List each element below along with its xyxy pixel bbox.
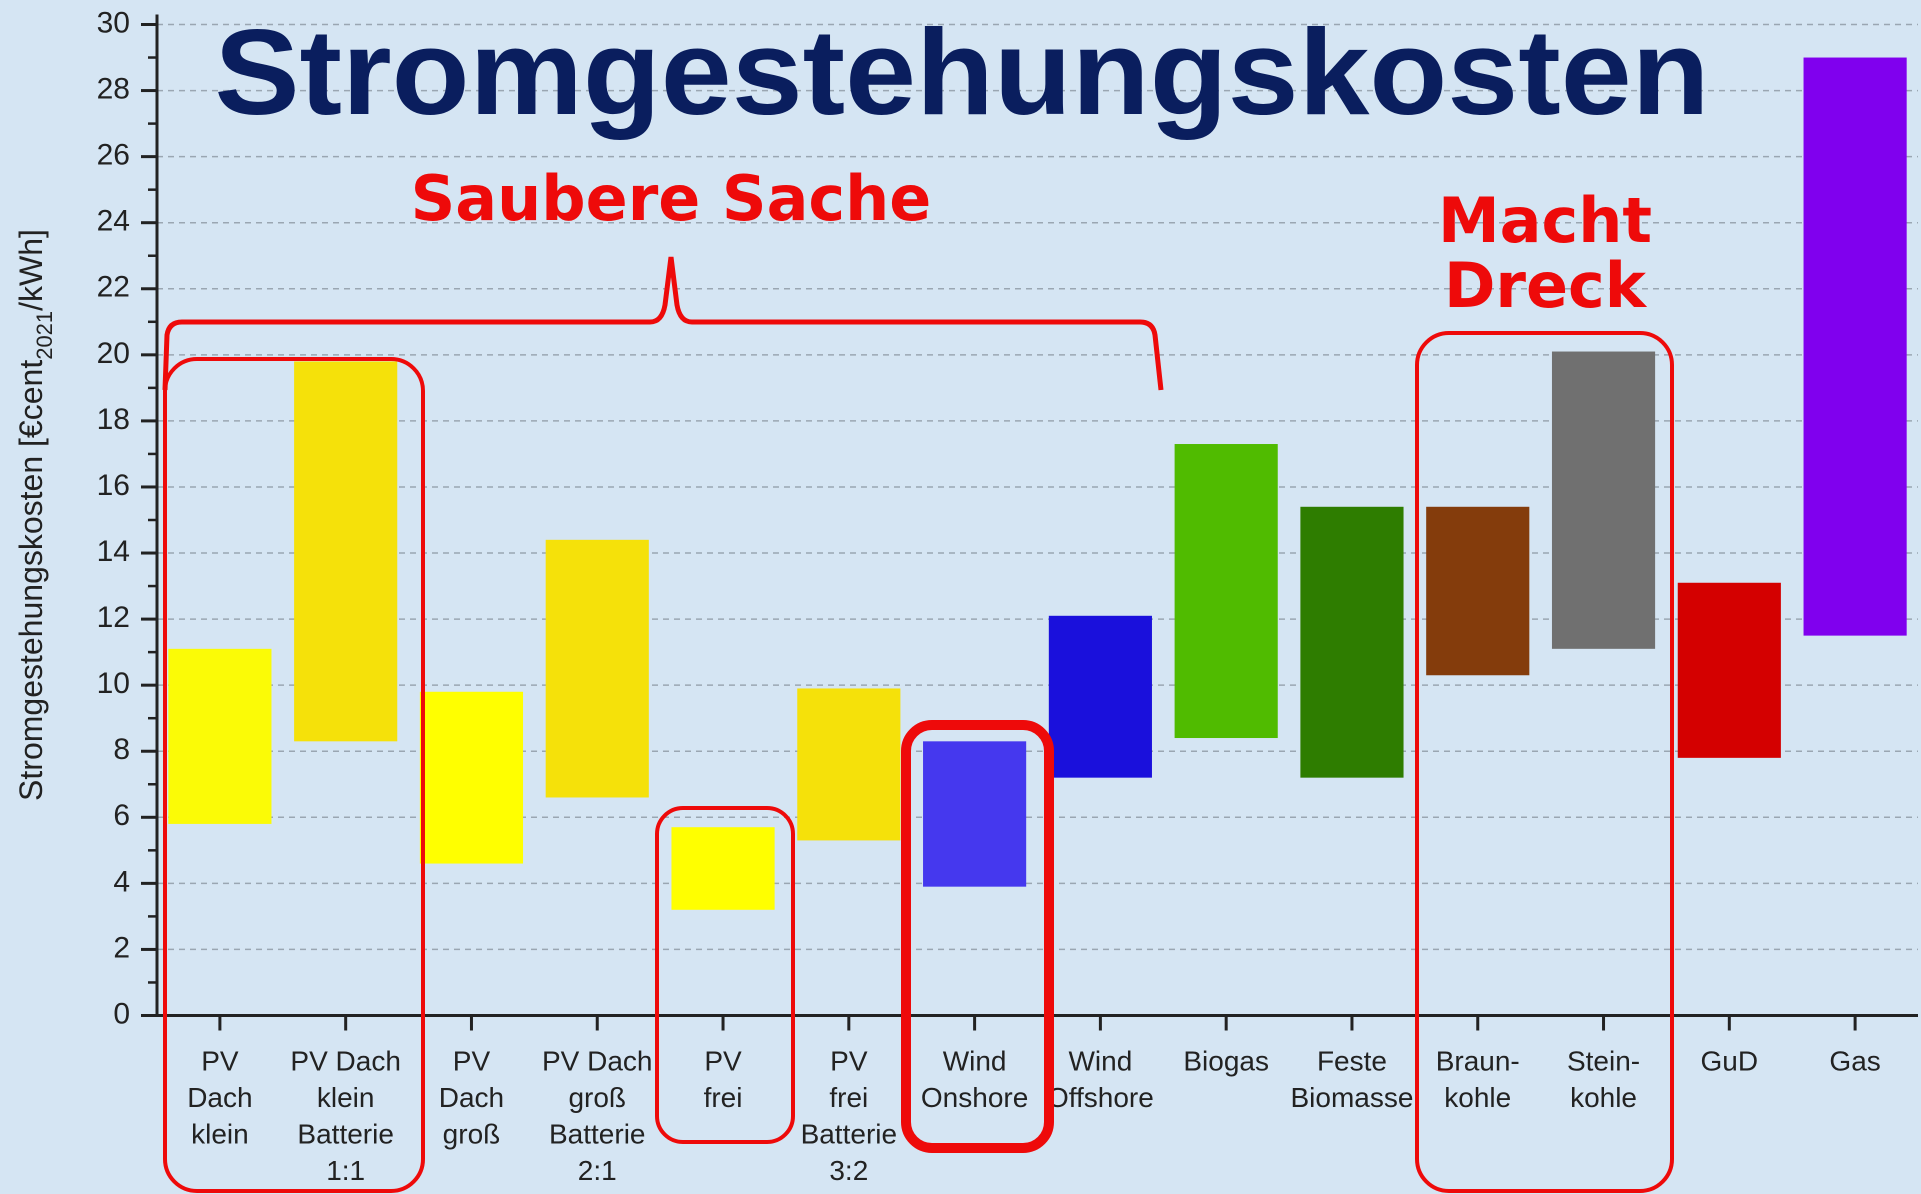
x-tick-label: Stein-	[1567, 1045, 1640, 1076]
bar	[797, 688, 901, 841]
y-tick-label: 8	[113, 733, 130, 766]
x-tick-label: groß	[443, 1118, 501, 1149]
x-tick-label: Batterie	[297, 1118, 394, 1149]
x-tick-label: Feste	[1317, 1045, 1387, 1076]
x-tick-label: frei	[829, 1082, 868, 1113]
x-tick-label: kohle	[1570, 1082, 1637, 1113]
bar	[1426, 506, 1530, 676]
grid	[157, 23, 1918, 951]
bar	[1174, 444, 1278, 739]
x-tick-label: Biogas	[1183, 1045, 1269, 1076]
x-tick-label: PV	[453, 1045, 491, 1076]
x-tick-label: Dach	[439, 1082, 504, 1113]
x-tick-label: Braun-	[1436, 1045, 1520, 1076]
bar	[923, 741, 1027, 887]
y-label-part: Stromgestehungskosten [€cent	[13, 360, 49, 801]
highlight-box	[901, 720, 1054, 1153]
bar	[1300, 506, 1404, 778]
x-tick-label: Batterie	[801, 1118, 898, 1149]
bar	[419, 691, 524, 864]
x-tick-label: GuD	[1701, 1045, 1759, 1076]
highlight-box	[655, 806, 795, 1144]
x-tick-label: Wind	[1068, 1045, 1132, 1076]
x-tick-label: PV	[704, 1045, 742, 1076]
x-tick-label: Biomasse	[1290, 1082, 1413, 1113]
y-tick-label: 26	[97, 139, 130, 172]
x-tick-label: 2:1	[578, 1155, 617, 1186]
y-label-part: /kWh]	[13, 229, 49, 311]
x-tick-label: klein	[191, 1118, 249, 1149]
x-tick-label: Dach	[187, 1082, 252, 1113]
x-tick-label: PV	[830, 1045, 868, 1076]
bar	[671, 827, 775, 910]
y-tick-label: 10	[97, 667, 130, 700]
x-tick-label: frei	[704, 1082, 743, 1113]
y-tick-label: 6	[113, 799, 130, 832]
x-tick-label: Onshore	[921, 1082, 1028, 1113]
x-tick-label: kohle	[1444, 1082, 1511, 1113]
brace	[162, 256, 1164, 391]
y-label-sub: 2021	[32, 311, 57, 360]
bar	[1048, 615, 1152, 778]
x-tick-label: PV Dach	[542, 1045, 653, 1076]
y-tick-label: 30	[97, 6, 130, 39]
bar	[294, 361, 398, 742]
axes: 024681012141618202224262830PVDachkleinPV…	[97, 6, 1918, 1186]
x-tick-label: Gas	[1829, 1045, 1880, 1076]
y-tick-label: 18	[97, 403, 130, 436]
y-tick-label: 24	[97, 205, 130, 238]
annotation: Macht	[1438, 184, 1652, 257]
annotation: Dreck	[1444, 249, 1648, 322]
y-tick-label: 2	[113, 931, 130, 964]
x-tick-label: 3:2	[829, 1155, 868, 1186]
y-axis-label: Stromgestehungskosten [€cent2021/kWh]	[13, 229, 57, 801]
bar	[545, 539, 649, 798]
y-tick-label: 12	[97, 601, 130, 634]
y-tick-label: 20	[97, 337, 130, 370]
x-tick-label: Wind	[943, 1045, 1007, 1076]
highlight-box	[163, 357, 425, 1193]
x-tick-label: PV Dach	[290, 1045, 401, 1076]
y-tick-label: 14	[97, 535, 130, 568]
y-tick-label: 22	[97, 271, 130, 304]
y-tick-label: 28	[97, 72, 130, 105]
bar	[1803, 57, 1907, 636]
y-tick-label: 4	[113, 865, 130, 898]
x-tick-label: PV	[201, 1045, 239, 1076]
x-tick-label: klein	[317, 1082, 375, 1113]
x-tick-label: Batterie	[549, 1118, 646, 1149]
x-tick-label: Offshore	[1047, 1082, 1154, 1113]
annotation: Saubere Sache	[411, 162, 932, 235]
bar	[168, 648, 272, 824]
x-tick-label: groß	[568, 1082, 626, 1113]
y-tick-label: 16	[97, 469, 130, 502]
y-tick-label: 0	[113, 997, 130, 1030]
bar	[1551, 351, 1656, 649]
bar	[1677, 582, 1781, 758]
x-tick-label: 1:1	[326, 1155, 365, 1186]
bars	[168, 57, 1907, 910]
chart-title: Stromgestehungskosten	[215, 4, 1710, 140]
highlight-box	[1415, 331, 1674, 1193]
